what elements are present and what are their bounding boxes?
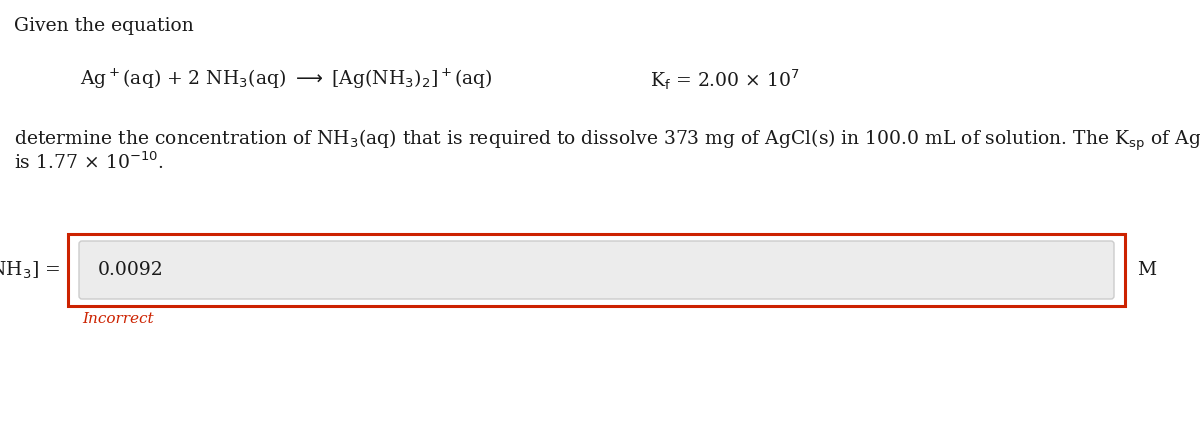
FancyBboxPatch shape [79,241,1114,299]
Text: [NH$_3$] =: [NH$_3$] = [0,259,60,280]
Text: Incorrect: Incorrect [82,312,154,326]
Text: Ag$^+$(aq) + 2 NH$_3$(aq) $\longrightarrow$ [Ag(NH$_3$)$_2$]$^+$(aq): Ag$^+$(aq) + 2 NH$_3$(aq) $\longrightarr… [80,67,492,91]
Text: is 1.77 × 10$^{-10}$.: is 1.77 × 10$^{-10}$. [14,151,163,173]
FancyBboxPatch shape [68,234,1126,306]
Text: M: M [1138,261,1156,279]
Text: K$_\mathrm{f}$ = 2.00 × 10$^7$: K$_\mathrm{f}$ = 2.00 × 10$^7$ [650,67,799,92]
Text: Given the equation: Given the equation [14,17,193,35]
Text: determine the concentration of NH$_3$(aq) that is required to dissolve 373 mg of: determine the concentration of NH$_3$(aq… [14,127,1200,153]
Text: 0.0092: 0.0092 [98,261,163,279]
